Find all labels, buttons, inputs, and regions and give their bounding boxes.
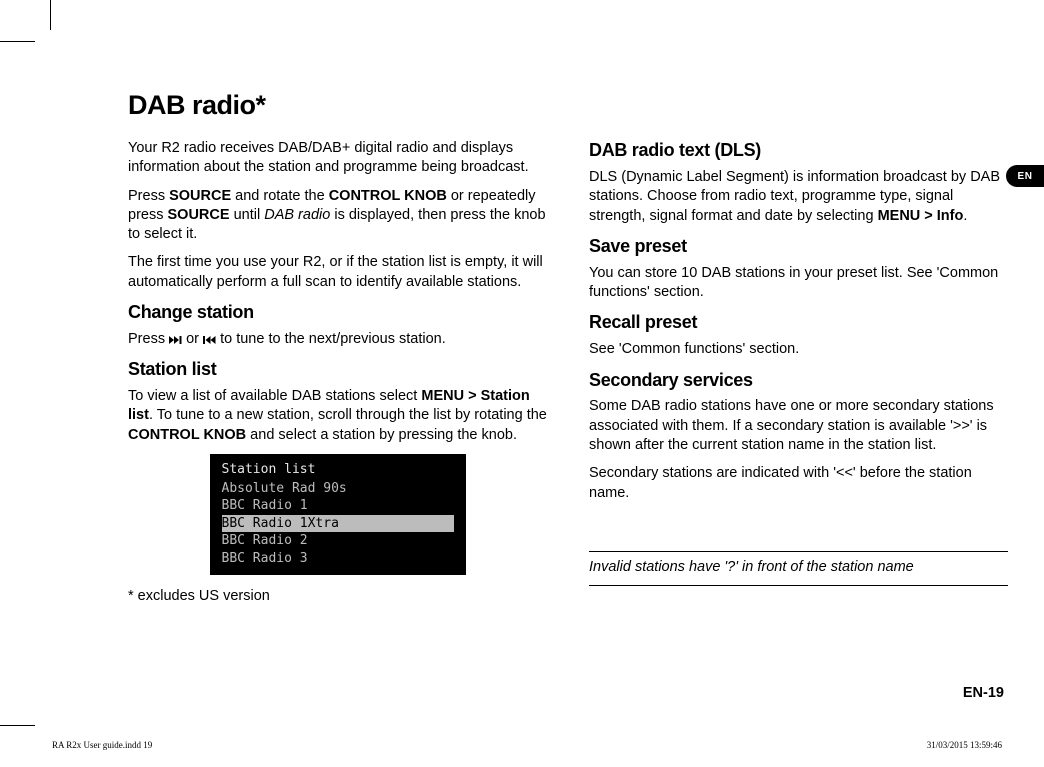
note-box: Invalid stations have '?' in front of th… bbox=[589, 551, 1008, 586]
text: and rotate the bbox=[231, 188, 329, 204]
lcd-row: BBC Radio 2 bbox=[222, 532, 454, 550]
keyword-control-knob: CONTROL KNOB bbox=[329, 188, 447, 204]
language-tab-en: EN bbox=[1006, 165, 1044, 187]
text: until bbox=[230, 207, 265, 223]
intro-paragraph: The first time you use your R2, or if th… bbox=[128, 253, 547, 292]
lcd-title: Station list bbox=[222, 461, 454, 479]
page-title: DAB radio* bbox=[128, 90, 1008, 121]
page-number: EN-19 bbox=[963, 685, 1004, 701]
heading-station-list: Station list bbox=[128, 358, 547, 382]
skip-forward-icon bbox=[169, 336, 182, 344]
save-preset-text: You can store 10 DAB stations in your pr… bbox=[589, 264, 1008, 303]
crop-mark bbox=[0, 41, 35, 42]
change-station-text: Press or to tune to the next/previous st… bbox=[128, 330, 547, 349]
heading-recall-preset: Recall preset bbox=[589, 311, 1008, 335]
text: . bbox=[963, 208, 967, 224]
italic-dab-radio: DAB radio bbox=[264, 207, 330, 223]
right-column: DAB radio text (DLS) DLS (Dynamic Label … bbox=[589, 139, 1008, 616]
invalid-stations-note: Invalid stations have '?' in front of th… bbox=[589, 559, 914, 575]
left-column: Your R2 radio receives DAB/DAB+ digital … bbox=[128, 139, 547, 616]
lcd-row: BBC Radio 3 bbox=[222, 550, 454, 568]
heading-secondary-services: Secondary services bbox=[589, 369, 1008, 393]
keyword-source: SOURCE bbox=[169, 188, 231, 204]
lcd-display: Station list Absolute Rad 90sBBC Radio 1… bbox=[210, 454, 466, 575]
keyword-menu-info: MENU > Info bbox=[878, 208, 964, 224]
footer-file-info: RA R2x User guide.indd 19 bbox=[52, 740, 152, 750]
secondary-services-text: Some DAB radio stations have one or more… bbox=[589, 397, 1008, 455]
dls-text: DLS (Dynamic Label Segment) is informati… bbox=[589, 168, 1008, 226]
text: to tune to the next/previous station. bbox=[216, 331, 446, 347]
crop-mark bbox=[50, 0, 51, 30]
heading-change-station: Change station bbox=[128, 301, 547, 325]
intro-paragraph: Your R2 radio receives DAB/DAB+ digital … bbox=[128, 139, 547, 178]
recall-preset-text: See 'Common functions' section. bbox=[589, 340, 1008, 359]
crop-mark bbox=[0, 725, 35, 726]
text: or bbox=[182, 331, 203, 347]
text: and select a station by pressing the kno… bbox=[246, 427, 517, 443]
text: Press bbox=[128, 331, 169, 347]
station-list-text: To view a list of available DAB stations… bbox=[128, 387, 547, 445]
text: To view a list of available DAB stations… bbox=[128, 388, 421, 404]
text: . To tune to a new station, scroll throu… bbox=[149, 407, 547, 423]
lcd-row: Absolute Rad 90s bbox=[222, 480, 454, 498]
intro-paragraph: Press SOURCE and rotate the CONTROL KNOB… bbox=[128, 187, 547, 245]
secondary-services-text: Secondary stations are indicated with '<… bbox=[589, 464, 1008, 503]
heading-save-preset: Save preset bbox=[589, 235, 1008, 259]
keyword-source: SOURCE bbox=[168, 207, 230, 223]
footer-timestamp: 31/03/2015 13:59:46 bbox=[927, 740, 1002, 750]
lcd-row: BBC Radio 1 bbox=[222, 497, 454, 515]
skip-backward-icon bbox=[203, 336, 216, 344]
page-content: DAB radio* Your R2 radio receives DAB/DA… bbox=[128, 90, 1008, 616]
heading-dls: DAB radio text (DLS) bbox=[589, 139, 1008, 163]
text: Press bbox=[128, 188, 169, 204]
lcd-row: BBC Radio 1Xtra bbox=[222, 515, 454, 533]
keyword-control-knob: CONTROL KNOB bbox=[128, 427, 246, 443]
footnote-excludes-us: * excludes US version bbox=[128, 587, 547, 606]
